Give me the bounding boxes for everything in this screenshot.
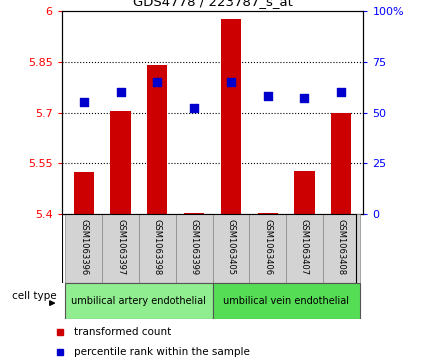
Point: [227, 79, 234, 85]
Title: GDS4778 / 223787_s_at: GDS4778 / 223787_s_at: [133, 0, 292, 8]
Point: [80, 99, 87, 105]
Text: cell type: cell type: [11, 291, 56, 301]
Text: umbilical vein endothelial: umbilical vein endothelial: [223, 296, 349, 306]
Text: GSM1063408: GSM1063408: [337, 219, 346, 276]
Text: GSM1063405: GSM1063405: [227, 219, 235, 275]
Text: transformed count: transformed count: [74, 327, 171, 337]
Point: [117, 89, 124, 95]
Bar: [331, 113, 351, 214]
Bar: [258, 213, 278, 214]
Text: GSM1063398: GSM1063398: [153, 219, 162, 276]
Bar: [139, 214, 176, 283]
Point: [191, 106, 198, 111]
Text: GSM1063397: GSM1063397: [116, 219, 125, 276]
Bar: [184, 213, 204, 214]
Bar: [221, 19, 241, 214]
Point: [154, 79, 161, 85]
Bar: [286, 214, 323, 283]
Bar: [212, 214, 249, 283]
Bar: [74, 172, 94, 214]
Bar: [295, 171, 314, 214]
Text: GSM1063407: GSM1063407: [300, 219, 309, 276]
Bar: [176, 214, 212, 283]
Bar: [323, 214, 360, 283]
Text: umbilical artery endothelial: umbilical artery endothelial: [71, 296, 207, 306]
Point: [301, 95, 308, 101]
Bar: [110, 111, 130, 214]
Text: percentile rank within the sample: percentile rank within the sample: [74, 347, 249, 357]
Bar: [147, 65, 167, 214]
Bar: [65, 214, 102, 283]
Bar: [212, 283, 360, 319]
Bar: [102, 214, 139, 283]
Text: GSM1063406: GSM1063406: [263, 219, 272, 276]
Point: [264, 93, 271, 99]
Bar: [249, 214, 286, 283]
Text: GSM1063396: GSM1063396: [79, 219, 88, 276]
Text: GSM1063399: GSM1063399: [190, 219, 198, 276]
Bar: [65, 283, 212, 319]
Point: [338, 89, 345, 95]
